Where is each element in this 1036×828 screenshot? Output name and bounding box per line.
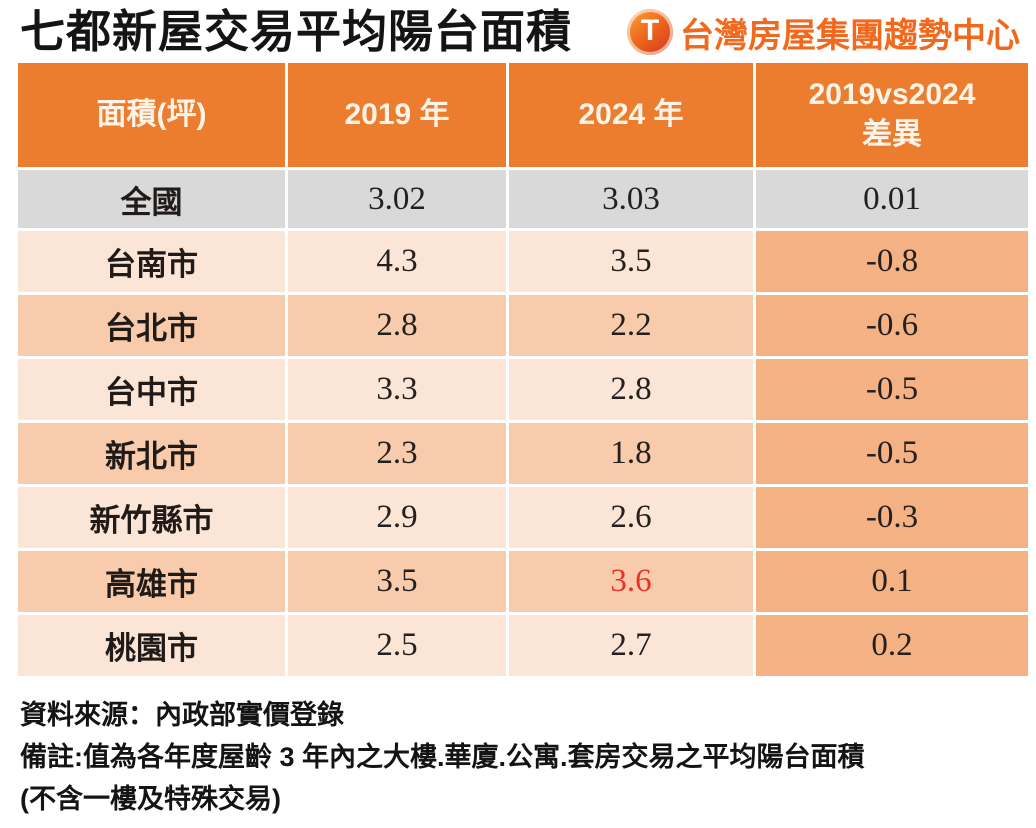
cell-diff: -0.5 — [756, 359, 1028, 420]
table-row-kaohsiung: 高雄市 3.5 3.6 0.1 — [18, 551, 1028, 612]
cell-diff: 0.01 — [756, 170, 1028, 228]
cell-region: 台南市 — [18, 231, 285, 292]
column-header-area: 面積(坪) — [18, 63, 285, 167]
table-row-taipei: 台北市 2.8 2.2 -0.6 — [18, 295, 1028, 356]
cell-region: 高雄市 — [18, 551, 285, 612]
cell-diff: 0.2 — [756, 615, 1028, 676]
cell-region: 台北市 — [18, 295, 285, 356]
balcony-area-table: 面積(坪) 2019 年 2024 年 2019vs2024 差異 全國 3.0… — [15, 60, 1031, 679]
cell-diff: -0.6 — [756, 295, 1028, 356]
cell-region: 新竹縣市 — [18, 487, 285, 548]
column-header-diff-line1: 2019vs2024 — [808, 77, 976, 111]
cell-region: 新北市 — [18, 423, 285, 484]
cell-region: 桃園市 — [18, 615, 285, 676]
table-row-tainan: 台南市 4.3 3.5 -0.8 — [18, 231, 1028, 292]
table-row-taoyuan: 桃園市 2.5 2.7 0.2 — [18, 615, 1028, 676]
footer-notes: 資料來源：內政部實價登錄 備註:值為各年度屋齡 3 年內之大樓.華廈.公寓.套房… — [20, 694, 1016, 820]
cell-2024: 2.7 — [509, 615, 753, 676]
data-source-line: 資料來源：內政部實價登錄 — [20, 700, 344, 730]
table-header-row: 面積(坪) 2019 年 2024 年 2019vs2024 差異 — [18, 63, 1028, 167]
cell-2019: 2.3 — [288, 423, 506, 484]
cell-diff: -0.5 — [756, 423, 1028, 484]
cell-2024: 2.8 — [509, 359, 753, 420]
cell-region: 全國 — [18, 170, 285, 228]
cell-2019: 2.9 — [288, 487, 506, 548]
cell-region: 台中市 — [18, 359, 285, 420]
cell-2019: 3.5 — [288, 551, 506, 612]
page-title: 七都新屋交易平均陽台面積 — [20, 6, 573, 58]
table-row-hsinchu: 新竹縣市 2.9 2.6 -0.3 — [18, 487, 1028, 548]
cell-diff: -0.8 — [756, 231, 1028, 292]
cell-2019: 4.3 — [288, 231, 506, 292]
table-row-newtaipei: 新北市 2.3 1.8 -0.5 — [18, 423, 1028, 484]
column-header-diff: 2019vs2024 差異 — [756, 63, 1028, 167]
brand-t-letter: T — [640, 14, 660, 47]
cell-2024-highlighted: 3.6 — [509, 551, 753, 612]
brand-logo: T 台灣房屋集團趨勢中心 — [627, 8, 1020, 57]
cell-2019: 2.5 — [288, 615, 506, 676]
column-header-2019: 2019 年 — [288, 63, 506, 167]
note-line-2: (不含一樓及特殊交易) — [20, 784, 281, 815]
cell-2019: 3.02 — [288, 170, 506, 228]
column-header-2024: 2024 年 — [509, 63, 753, 167]
cell-diff: 0.1 — [756, 551, 1028, 612]
cell-diff: -0.3 — [756, 487, 1028, 548]
cell-2024: 2.2 — [509, 295, 753, 356]
brand-logo-text: 台灣房屋集團趨勢中心 — [680, 16, 1020, 55]
top-bar: 七都新屋交易平均陽台面積 T 台灣房屋集團趨勢中心 — [0, 0, 1036, 60]
brand-t-icon: T — [627, 9, 673, 55]
cell-2024: 2.6 — [509, 487, 753, 548]
column-header-diff-line2: 差異 — [862, 118, 922, 151]
table-row-national: 全國 3.02 3.03 0.01 — [18, 170, 1028, 228]
cell-2024: 3.5 — [509, 231, 753, 292]
cell-2019: 3.3 — [288, 359, 506, 420]
note-line-1: 備註:值為各年度屋齡 3 年內之大樓.華廈.公寓.套房交易之平均陽台面積 — [20, 742, 865, 773]
table-row-taichung: 台中市 3.3 2.8 -0.5 — [18, 359, 1028, 420]
cell-2019: 2.8 — [288, 295, 506, 356]
cell-2024: 3.03 — [509, 170, 753, 228]
cell-2024: 1.8 — [509, 423, 753, 484]
